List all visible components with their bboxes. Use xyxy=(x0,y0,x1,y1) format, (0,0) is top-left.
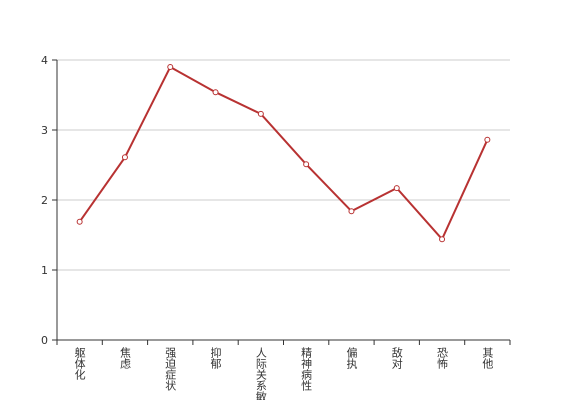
point xyxy=(121,154,128,161)
y-tick-label: 3 xyxy=(41,124,48,137)
x-tick-label: 精神病性 xyxy=(300,347,313,392)
point xyxy=(303,161,310,168)
y-tick-label: 0 xyxy=(41,334,48,347)
point xyxy=(348,208,355,215)
y-tick-label: 1 xyxy=(41,264,48,277)
x-tick-label: 焦虑 xyxy=(118,347,131,369)
point xyxy=(167,64,174,70)
x-tick-label: 其他 xyxy=(481,347,494,369)
x-tick-label: 敌对 xyxy=(390,346,403,369)
x-tick-label: 恐怖 xyxy=(436,347,449,369)
point xyxy=(212,89,219,96)
point xyxy=(484,136,491,143)
point xyxy=(393,185,400,192)
line xyxy=(78,65,489,242)
point xyxy=(76,218,83,225)
x-tick-label: 人际关系敏感 xyxy=(254,347,267,400)
x-tick-label: 躯体化 xyxy=(73,347,86,381)
x-tick-label: 抑郁 xyxy=(209,346,222,369)
x-tick-label: 强迫症状 xyxy=(164,347,177,391)
point xyxy=(257,110,264,117)
point xyxy=(439,236,446,243)
y-tick-label: 4 xyxy=(41,54,48,67)
x-tick-label: 偏执 xyxy=(345,346,358,370)
y-tick-label: 2 xyxy=(41,194,48,207)
